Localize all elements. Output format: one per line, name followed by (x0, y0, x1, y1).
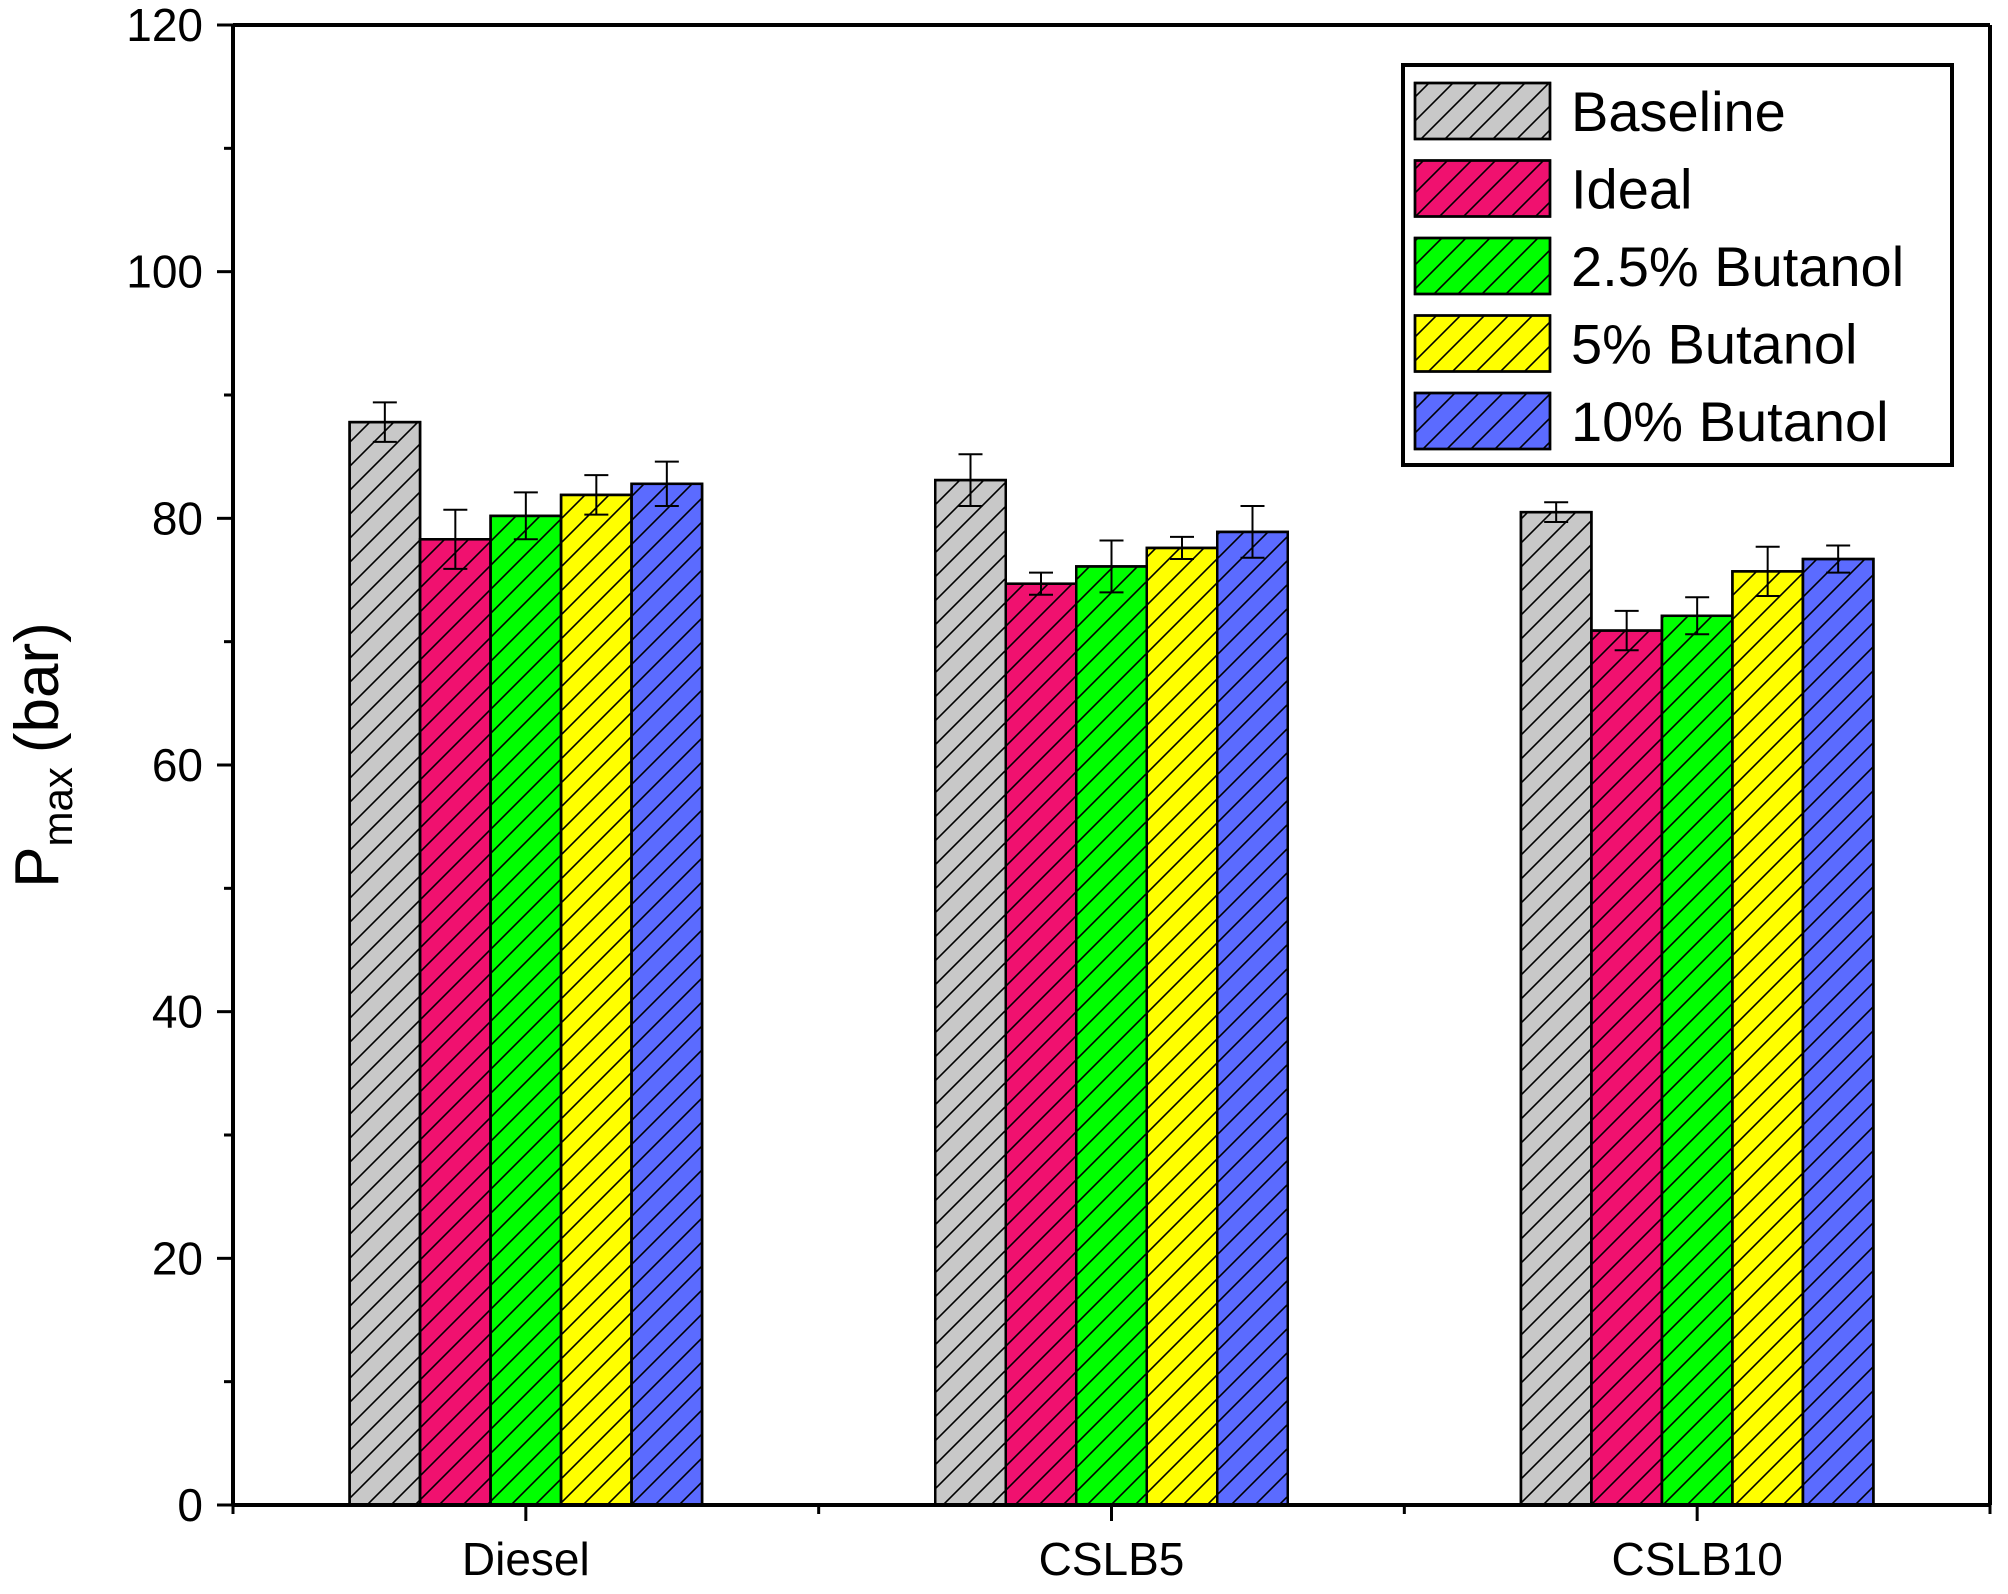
legend-label-10-butanol: 10% Butanol (1571, 390, 1889, 453)
error-bar-diesel-10-butanol (654, 460, 679, 507)
error-bar-cslb10-2-5-butanol (1685, 596, 1710, 636)
bar-hatch-cslb10-ideal (1590, 629, 1664, 1507)
legend-swatch-hatch-baseline (1413, 81, 1552, 141)
x-tick-label-cslb10: CSLB10 (1611, 1533, 1782, 1585)
bar-hatch-cslb10-10-butanol (1801, 557, 1875, 1507)
legend-swatch-hatch-ideal (1413, 159, 1552, 218)
y-axis-label-unit: (bar) (3, 622, 72, 753)
error-bar-diesel-2-5-butanol (513, 491, 538, 541)
bars-layer (348, 401, 1875, 1507)
bar-hatch-cslb5-5-butanol (1145, 546, 1219, 1507)
bar-hatch-diesel-10-butanol (630, 482, 704, 1507)
bar-hatch-diesel-2-5-butanol (489, 514, 563, 1507)
bar-hatch-diesel-5-butanol (559, 493, 633, 1507)
axes-layer: 0 20 40 60 80 100 120 Diesel CSLB5 CSLB10 (126, 0, 1992, 1585)
y-axis-label: Pmax (bar) (3, 622, 81, 888)
bar-hatch-cslb10-2-5-butanol (1660, 614, 1734, 1507)
y-tick-label-60: 60 (152, 739, 203, 791)
bar-hatch-cslb5-ideal (1004, 582, 1078, 1507)
bar-hatch-diesel-baseline (348, 420, 422, 1507)
error-bar-cslb5-10-butanol (1240, 505, 1265, 559)
legend-label-ideal: Ideal (1571, 158, 1692, 221)
legend-swatch-hatch-5-butanol (1413, 314, 1552, 373)
y-tick-label-20: 20 (152, 1232, 203, 1284)
y-tick-label-100: 100 (126, 246, 203, 298)
y-tick-label-120: 120 (126, 0, 203, 51)
error-bar-diesel-baseline (372, 401, 397, 443)
bar-hatch-cslb10-baseline (1519, 510, 1593, 1507)
bar-hatch-diesel-ideal (418, 538, 492, 1507)
error-bar-cslb10-baseline (1544, 501, 1569, 524)
error-bar-cslb10-10-butanol (1826, 544, 1851, 574)
legend: Baseline Ideal 2.5% Butanol 5% Butanol 10% B… (1401, 63, 1954, 467)
bar-hatch-cslb10-5-butanol (1731, 570, 1805, 1507)
error-bar-cslb5-baseline (958, 453, 983, 507)
bar-hatch-cslb5-2-5-butanol (1075, 565, 1148, 1507)
y-tick-label-40: 40 (152, 986, 203, 1038)
legend-label-2-5-butanol: 2.5% Butanol (1571, 235, 1904, 298)
error-bar-cslb10-5-butanol (1755, 545, 1780, 598)
error-bar-diesel-ideal (443, 508, 468, 570)
y-axis-label-symbol: P (3, 846, 72, 887)
error-bar-cslb5-ideal (1029, 571, 1053, 596)
bar-hatch-cslb5-baseline (934, 478, 1007, 1507)
y-tick-label-0: 0 (177, 1479, 203, 1531)
bar-hatch-cslb5-10-butanol (1216, 530, 1289, 1507)
x-tick-label-cslb5: CSLB5 (1039, 1533, 1185, 1585)
error-bar-cslb10-ideal (1614, 609, 1639, 652)
legend-swatch-hatch-10-butanol (1413, 391, 1552, 451)
y-tick-label-80: 80 (152, 492, 203, 544)
y-axis-label-subscript: max (34, 767, 81, 846)
error-bar-cslb5-2-5-butanol (1099, 539, 1124, 594)
legend-label-baseline: Baseline (1571, 80, 1786, 143)
x-tick-label-diesel: Diesel (462, 1533, 590, 1585)
legend-swatch-hatch-2-5-butanol (1413, 236, 1552, 296)
legend-label-5-butanol: 5% Butanol (1571, 313, 1857, 376)
error-bar-cslb5-5-butanol (1170, 535, 1194, 561)
error-bar-diesel-5-butanol (584, 474, 609, 516)
